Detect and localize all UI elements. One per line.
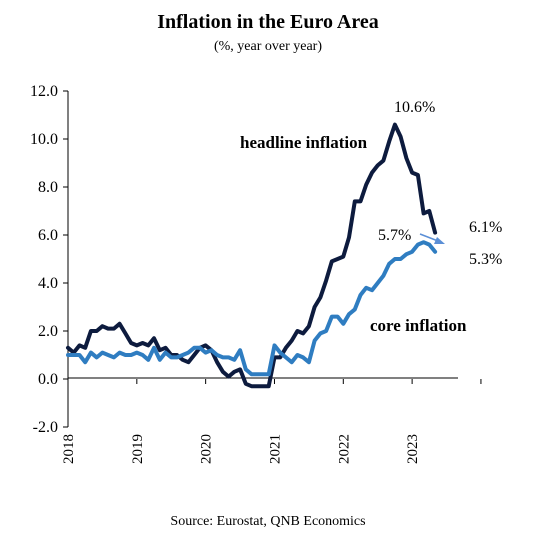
x-tick-label: 2018 (61, 434, 77, 464)
x-tick-label: 2020 (199, 434, 215, 464)
y-tick-label: 0.0 (38, 371, 58, 388)
core-peak-arrow (419, 233, 439, 242)
chart-subtitle: (%, year over year) (214, 39, 322, 54)
core-peak-label: 5.7% (378, 227, 411, 244)
headline-end-label: 6.1% (469, 219, 502, 236)
x-tick-label: 2019 (130, 434, 146, 464)
y-tick-label: 12.0 (30, 83, 58, 100)
series-layer (66, 122, 438, 389)
y-tick-label: -2.0 (33, 419, 58, 436)
y-tick-label: 6.0 (38, 227, 58, 244)
core-series-label: core inflation (370, 316, 467, 335)
headline-peak-label: 10.6% (394, 99, 435, 116)
x-tick-label: 2021 (267, 434, 283, 464)
chart-source: Source: Eurostat, QNB Economics (170, 514, 365, 529)
core-inflation-line (66, 240, 438, 377)
x-tick-label: 2022 (336, 434, 352, 464)
chart-title: Inflation in the Euro Area (157, 11, 379, 33)
x-tick-label: 2023 (405, 434, 421, 464)
y-tick-label: 2.0 (38, 323, 58, 340)
y-tick-label: 8.0 (38, 179, 58, 196)
y-tick-label: 10.0 (30, 131, 58, 148)
x-axis-ticks: 2018 2019 2020 2021 2022 2023 (61, 379, 482, 464)
headline-series-label: headline inflation (240, 133, 368, 152)
y-tick-label: 4.0 (38, 275, 58, 292)
core-peak-arrowhead (434, 237, 445, 244)
headline-inflation-line (66, 122, 438, 389)
core-end-label: 5.3% (469, 251, 502, 268)
y-axis-ticks: 12.0 10.0 8.0 6.0 4.0 2.0 0.0 -2.0 (30, 83, 68, 436)
